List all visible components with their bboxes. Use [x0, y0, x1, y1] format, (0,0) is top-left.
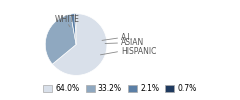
Wedge shape	[75, 14, 76, 44]
Text: HISPANIC: HISPANIC	[121, 47, 156, 56]
Wedge shape	[52, 14, 107, 75]
Wedge shape	[71, 14, 76, 44]
Text: WHITE: WHITE	[54, 15, 79, 24]
Text: ASIAN: ASIAN	[121, 38, 144, 48]
Text: A.I.: A.I.	[121, 33, 133, 42]
Legend: 64.0%, 33.2%, 2.1%, 0.7%: 64.0%, 33.2%, 2.1%, 0.7%	[40, 81, 200, 96]
Wedge shape	[45, 14, 76, 64]
